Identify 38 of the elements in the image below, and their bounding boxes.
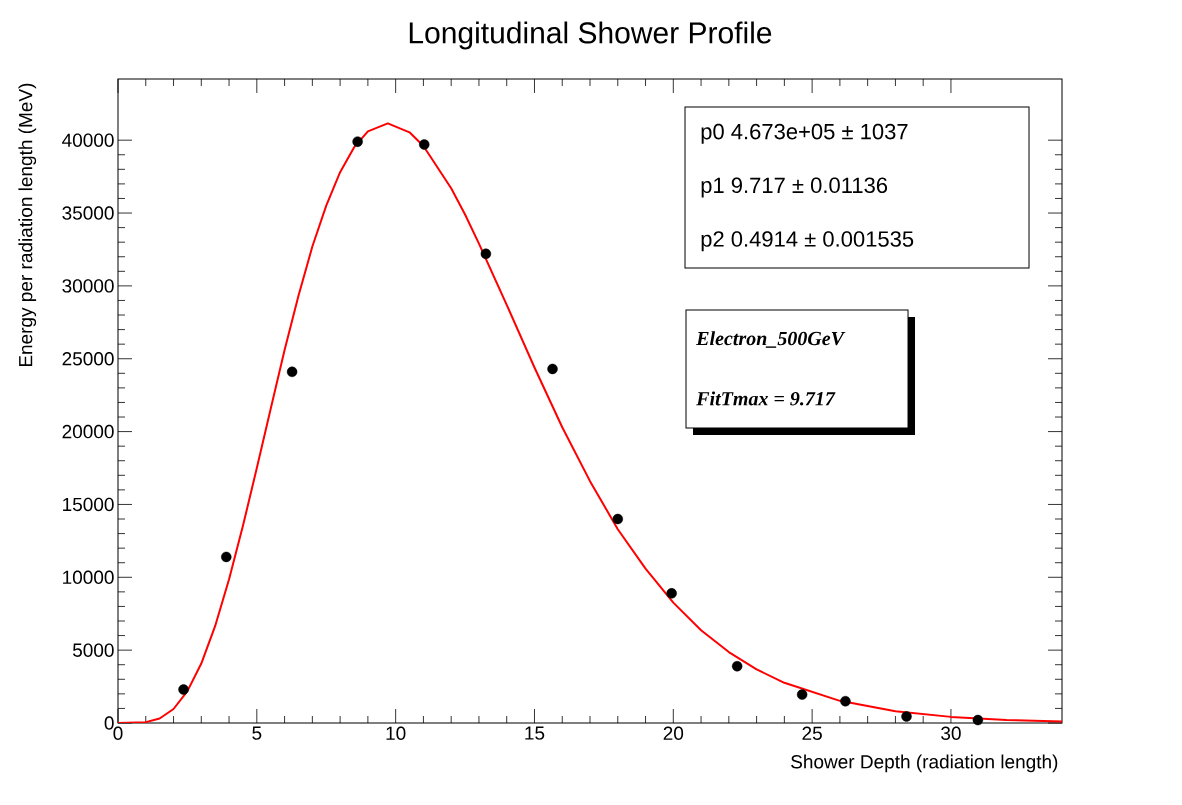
point [840,695,851,707]
x-tick-label: 15 [525,726,545,740]
chart-title: Longitudinal Shower Profile [409,21,772,50]
point [796,689,808,700]
annotation: Electron_500GeV [696,331,846,348]
point [731,660,743,672]
annotation: FitTmax = 9.717 [696,391,836,406]
x-tick-label: 30 [941,726,961,740]
x-tick-label: 10 [386,726,406,740]
x-axis-title: Shower Depth (radiation length) [791,754,1058,773]
y-tick-label: 35000 [62,206,114,220]
point [972,714,984,726]
point [352,136,363,147]
y-tick-label: 40000 [62,133,114,147]
y-tick-label: 30000 [62,279,114,293]
point [612,513,623,525]
x-tick-label: 25 [802,726,822,740]
y-tick-label: 25000 [62,352,114,366]
x-tick-label: 0 [113,726,123,740]
y-tick-label: 20000 [62,424,114,439]
point [221,551,232,563]
point [480,248,492,260]
x-tick-label: 20 [663,726,684,740]
annotation: p0 4.673e+05 ± 1037 [701,123,908,144]
annotation: p1 9.717 ± 0.01136 [701,177,888,198]
y-tick-label: 15000 [63,497,114,512]
point [901,711,912,722]
y-tick-label: 5000 [72,643,114,657]
point [547,363,558,375]
point [286,366,298,378]
x-tick-label: 5 [252,726,262,740]
y-tick-label: 10000 [63,570,114,585]
y-tick-label: 0 [104,716,114,730]
annotation: p2 0.4914 ± 0.001535 [701,231,914,252]
y-axis-title: Energy per radiation length (MeV) [18,83,37,367]
point [666,588,677,599]
point [419,139,430,150]
point [178,684,189,695]
